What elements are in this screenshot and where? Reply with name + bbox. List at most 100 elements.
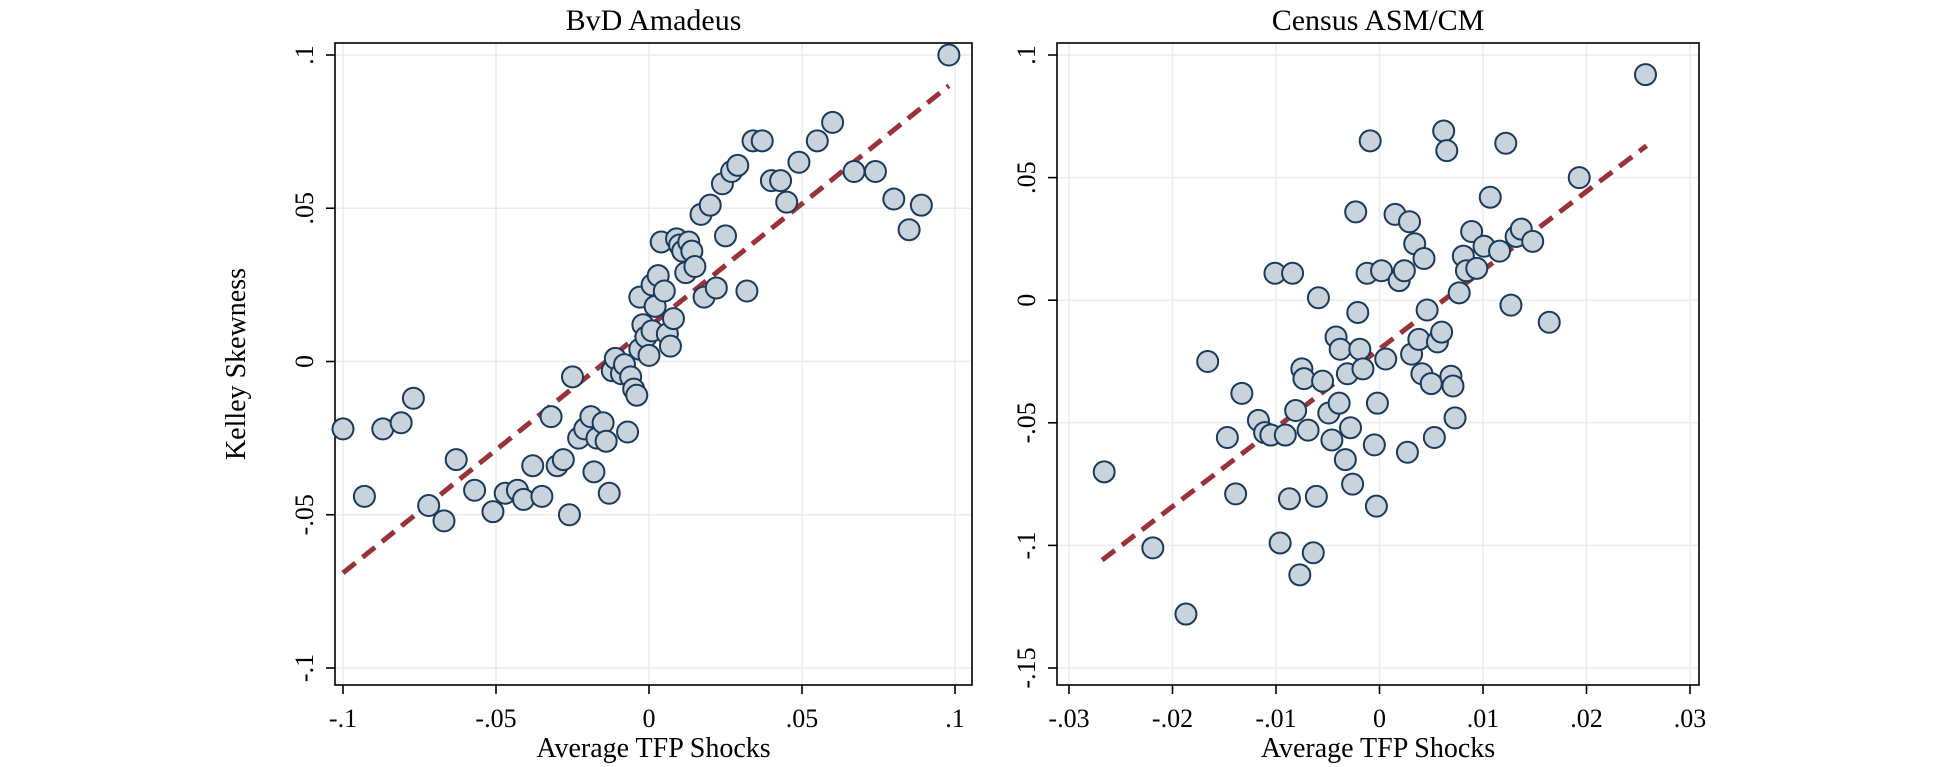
y-tick-label: -.05 [1012,402,1041,443]
panel-title: BvD Amadeus [566,4,742,37]
y-tick-label: .05 [1012,161,1041,194]
scatter-point [1415,298,1439,322]
x-tick-label: -.01 [1255,704,1296,733]
y-tick-label: .05 [290,192,319,225]
scatter-point [1333,448,1357,472]
scatter-point [863,159,887,183]
scatter-point [539,405,563,429]
scatter-point [551,448,575,472]
scatter-point [557,503,581,527]
scatter-point [1499,293,1523,317]
scatter-point [1284,399,1308,423]
scatter-point [1346,300,1370,324]
scatter-point [1465,256,1489,280]
fit-line [1100,143,1649,563]
fit-line-group [1100,143,1649,563]
scatter-point [1432,119,1456,143]
scatter-point [1306,286,1330,310]
scatter-point [787,150,811,174]
scatter-point [1407,327,1431,351]
y-tick-label: .1 [290,45,319,65]
x-tick-label: -.02 [1152,704,1193,733]
scatter-point [463,478,487,502]
scatter-point [775,190,799,214]
scatter-point [1277,487,1301,511]
scatter-point [1392,259,1416,283]
x-tick-label: -.1 [329,704,357,733]
scatter-point [897,218,921,242]
scatter-point [1292,367,1316,391]
panel-bvd-amadeus: -.1 -.05 0 .05 .1 -.1 -.05 0 .05 .1 BvD Amadeus A… [221,4,973,764]
scatter-point [726,153,750,177]
scatter-point [652,279,676,303]
scatter-point [1488,239,1512,263]
scatter-point [432,509,456,533]
scatter-point [1460,220,1484,244]
scatter-point [625,383,649,407]
scatter-point [331,417,355,441]
scatter-point [1224,482,1248,506]
scatter-point [1311,369,1335,393]
scatter-point [1419,372,1443,396]
scatter-point [769,169,793,193]
scatter-point [1447,281,1471,305]
y-tick-label: .1 [1012,45,1041,65]
scatter-point [1370,259,1394,283]
scatter-point [1441,374,1465,398]
x-tick-label: -.05 [475,704,516,733]
scatter-point [735,279,759,303]
x-tick-label: -.03 [1048,704,1089,733]
x-tick-label: .05 [786,704,819,733]
scatter-point [616,420,640,444]
scatter-point [805,129,829,153]
scatter-point [417,494,441,518]
scatter-point [661,307,685,331]
scatter-point [1365,391,1389,415]
ticks-group: -.1 -.05 0 .05 .1 -.1 -.05 0 .05 .1 [290,45,965,733]
scatter-point [401,386,425,410]
scatter-point [750,129,774,153]
scatter-point [1348,337,1372,361]
scatter-point [637,343,661,367]
y-tick-label: 0 [290,355,319,368]
scatter-point [1362,433,1386,457]
y-tick-label: -.1 [290,654,319,682]
scatter-point [597,481,621,505]
scatter-point [842,159,866,183]
y-tick-label: -.05 [290,494,319,535]
scatter-point [481,500,505,524]
x-tick-label: 0 [1373,704,1386,733]
scatter-point [1092,460,1116,484]
scatter-point [389,411,413,435]
scatter-point [1443,406,1467,430]
scatter-point [444,448,468,472]
scatter-point [1435,139,1459,163]
scatter-point [1344,200,1368,224]
y-axis-label: Kelley Skewness [221,268,252,460]
scatter-point [521,454,545,478]
scatter-point [1141,536,1165,560]
scatter-point [937,43,961,67]
scatter-point [1351,357,1375,381]
x-axis-label: Average TFP Shocks [1261,733,1495,764]
scatter-point [1215,426,1239,450]
scatter-point [1296,418,1320,442]
scatter-point [1273,423,1297,447]
scatter-point [698,193,722,217]
scatter-point [1478,185,1502,209]
scatter-point [1358,129,1382,153]
scatter-point [1301,541,1325,565]
scatter-point [1327,391,1351,415]
scatter-point [1339,416,1363,440]
scatter-point [352,484,376,508]
x-tick-label: .1 [945,704,965,733]
scatter-point [1268,531,1292,555]
scatter-point [1395,440,1419,464]
scatter-point [1412,247,1436,271]
panel-census-asm-cm: -.03 -.02 -.01 0.01.02.03-.15-.1-.050.05.1 … [1012,4,1706,764]
scatter-point [1341,472,1365,496]
scatter-point [1320,428,1344,452]
x-axis-label: Average TFP Shocks [536,733,770,764]
scatter-point [1196,350,1220,373]
scatter-point [658,334,682,358]
